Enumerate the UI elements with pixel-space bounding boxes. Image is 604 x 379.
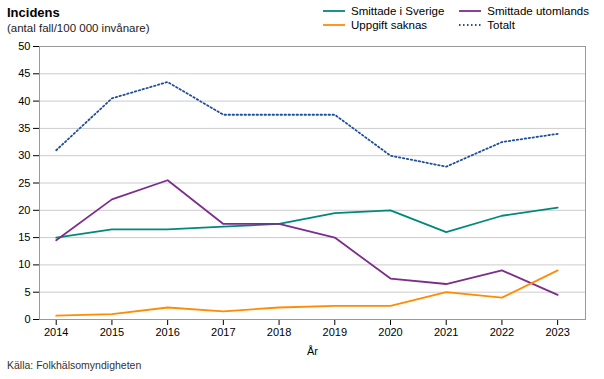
html-text:Incidens: Incidens — [7, 5, 60, 20]
svg-text:50: 50 — [18, 40, 30, 52]
html-text:(antal fall/100 000 invånare): (antal fall/100 000 invånare) — [7, 22, 150, 34]
svg-text:2018: 2018 — [267, 326, 291, 338]
svg-text:2015: 2015 — [100, 326, 124, 338]
svg-text:2020: 2020 — [378, 326, 402, 338]
svg-text:35: 35 — [18, 122, 30, 134]
svg-text:10: 10 — [18, 258, 30, 270]
svg-text:0: 0 — [24, 313, 30, 325]
svg-text:25: 25 — [18, 177, 30, 189]
svg-text:2016: 2016 — [155, 326, 179, 338]
svg-text:5: 5 — [24, 286, 30, 298]
svg-text:20: 20 — [18, 204, 30, 216]
html-text:Smittade i Sverige: Smittade i Sverige — [351, 5, 445, 17]
svg-text:År: År — [307, 345, 318, 357]
svg-text:2017: 2017 — [211, 326, 235, 338]
html-text:Totalt: Totalt — [487, 19, 515, 31]
html-text:Uppgift saknas: Uppgift saknas — [351, 19, 428, 31]
html-text:Källa: Folkhälsomyndigheten: Källa: Folkhälsomyndigheten — [7, 359, 142, 371]
html-text:Smittade utomlands: Smittade utomlands — [487, 5, 589, 17]
svg-text:2021: 2021 — [434, 326, 458, 338]
svg-text:2019: 2019 — [323, 326, 347, 338]
svg-text:45: 45 — [18, 67, 30, 79]
svg-text:40: 40 — [18, 95, 30, 107]
svg-text:30: 30 — [18, 149, 30, 161]
svg-text:2022: 2022 — [490, 326, 514, 338]
svg-text:2014: 2014 — [44, 326, 68, 338]
svg-text:2023: 2023 — [545, 326, 569, 338]
svg-text:15: 15 — [18, 231, 30, 243]
